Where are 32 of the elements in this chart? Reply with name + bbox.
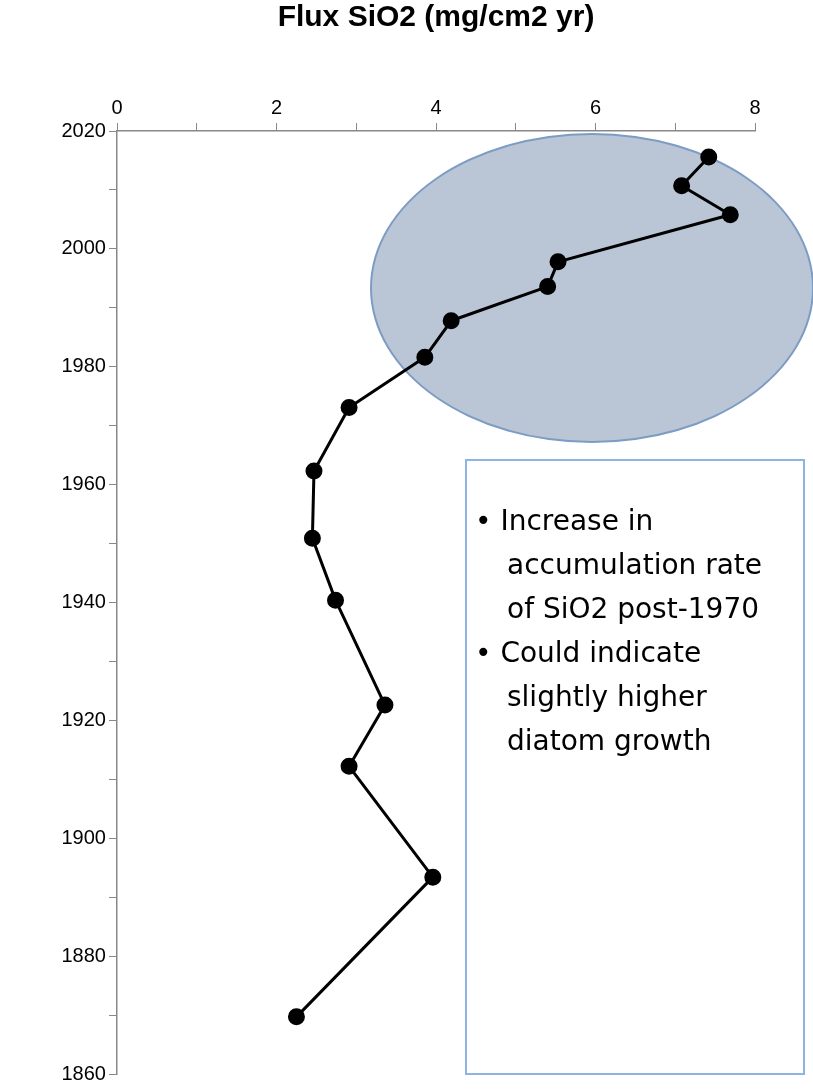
y-tick-label: 1980	[61, 354, 106, 377]
annotation: • Increase in accumulation rate of SiO2 post-1970	[475, 503, 764, 627]
point	[442, 312, 460, 330]
point	[700, 148, 718, 166]
point	[305, 462, 323, 480]
point	[340, 757, 358, 775]
annotation: • Could indicate slightly higher diatom growth	[475, 635, 713, 759]
y-tick-label: 2000	[61, 236, 106, 259]
x-tick-label: 4	[430, 95, 442, 118]
point	[303, 529, 321, 547]
x-tick-label: 6	[589, 95, 602, 118]
point	[416, 348, 434, 366]
point	[376, 696, 394, 714]
y-tick-label: 1860	[61, 1061, 106, 1084]
point	[539, 278, 557, 296]
y-tick-label: 1920	[61, 707, 106, 730]
x-axis-title: Flux SiO2 (mg/cm2 yr)	[277, 0, 595, 33]
y-tick-label: 2020	[61, 118, 106, 141]
y-tick-label: 1960	[61, 472, 106, 495]
y-tick-label: 1940	[61, 590, 106, 613]
point	[340, 398, 358, 416]
point	[721, 206, 739, 224]
point	[327, 591, 345, 609]
point	[673, 177, 691, 195]
y-tick-label: 1880	[61, 943, 106, 966]
point	[549, 253, 567, 271]
x-tick-label: 0	[111, 95, 123, 118]
point	[424, 868, 442, 886]
x-tick-label: 8	[749, 95, 761, 118]
x-tick-label: 2	[270, 95, 283, 118]
point	[287, 1008, 305, 1026]
y-tick-label: 1900	[61, 825, 106, 848]
